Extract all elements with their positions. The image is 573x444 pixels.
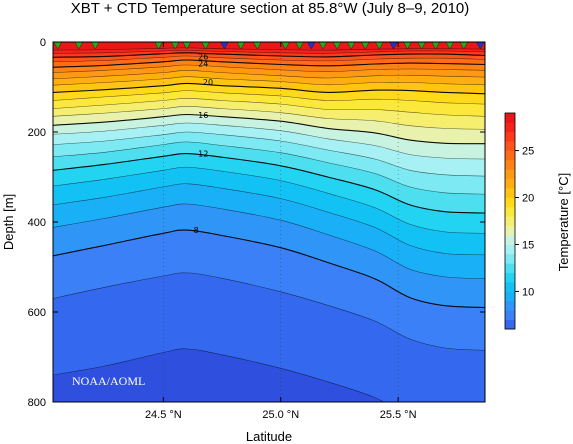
colorbar-tick-label-10: 10: [522, 286, 534, 298]
isotherm-18: [53, 98, 485, 117]
colorbar-block-28: [505, 113, 515, 123]
y-tick-label-600: 600: [28, 307, 46, 319]
isotherm-20: [53, 82, 485, 95]
contour-label-12: 12: [198, 150, 208, 159]
isotherm-9: [53, 203, 485, 279]
contour-label-20: 20: [203, 78, 213, 87]
y-axis-label: Depth [m]: [1, 194, 16, 250]
colorbar-block-16: [505, 225, 515, 236]
colorbar-block-14: [505, 244, 515, 255]
isotherm-8: [53, 229, 485, 309]
colorbar-tick-label-25: 25: [522, 146, 534, 158]
isotherm-25: [53, 55, 485, 63]
colorbar-block-25: [505, 141, 515, 151]
colorbar-block-19: [505, 197, 515, 208]
isotherm-24: [53, 59, 485, 68]
isotherm-27: [53, 50, 485, 54]
isotherm-28: [53, 47, 485, 51]
chart-title: XBT + CTD Temperature section at 85.8°W …: [71, 0, 470, 17]
contour-label-8: 8: [194, 226, 199, 235]
colorbar-block-23: [505, 159, 515, 170]
y-tick-label-0: 0: [40, 37, 46, 49]
isotherm-19: [53, 90, 485, 105]
colorbar-block-27: [505, 122, 515, 133]
contour-label-16: 16: [198, 111, 208, 120]
isotherm-7: [53, 272, 485, 351]
isotherm-26: [53, 52, 485, 58]
isotherm-6: [53, 348, 385, 402]
x-axis-label: Latitude: [246, 429, 292, 444]
colorbar-block-6: [505, 319, 515, 330]
isotherm-13: [53, 141, 485, 195]
colorbar-frame: [504, 112, 516, 330]
colorbar: 10 15 20 25: [504, 112, 534, 330]
colorbar-label: Temperature [°C]: [556, 173, 571, 271]
contour-label-26: 26: [198, 52, 208, 61]
colorbar-block-24: [505, 150, 515, 161]
isotherm-16: [53, 113, 485, 145]
isotherm-22: [53, 70, 485, 80]
colorbar-block-10: [505, 282, 515, 292]
x-tick-label-25: 25.0 °N: [262, 409, 299, 421]
colorbar-block-8: [505, 300, 515, 311]
isotherm-21: [53, 76, 485, 86]
colorbar-block-22: [505, 169, 515, 180]
colorbar-tick-label-15: 15: [522, 239, 534, 251]
y-tick-label-400: 400: [28, 217, 46, 229]
credit-label: NOAA/AOML: [72, 374, 145, 388]
isotherm-23: [53, 64, 485, 73]
colorbar-block-18: [505, 206, 515, 217]
isotherm-14: [53, 131, 485, 177]
x-tick-label-25.5: 25.5 °N: [380, 409, 417, 421]
colorbar-block-20: [505, 188, 515, 198]
colorbar-block-15: [505, 235, 515, 245]
contour-label-24: 24: [198, 60, 208, 69]
isotherm-17: [53, 106, 485, 130]
colorbar-block-11: [505, 272, 515, 283]
colorbar-block-7: [505, 310, 515, 321]
colorbar-block-17: [505, 216, 515, 227]
colorbar-block-9: [505, 291, 515, 302]
colorbar-block-12: [505, 263, 515, 274]
x-tick-label-24.5: 24.5 °N: [145, 409, 182, 421]
y-tick-label-800: 800: [28, 397, 46, 409]
colorbar-block-26: [505, 131, 515, 142]
isotherm-12: [53, 153, 485, 214]
colorbar-block-13: [505, 253, 515, 264]
colorbar-block-21: [505, 178, 515, 189]
colorbar-tick-label-20: 20: [522, 193, 534, 205]
y-tick-label-200: 200: [28, 127, 46, 139]
isotherm-11: [53, 166, 485, 234]
